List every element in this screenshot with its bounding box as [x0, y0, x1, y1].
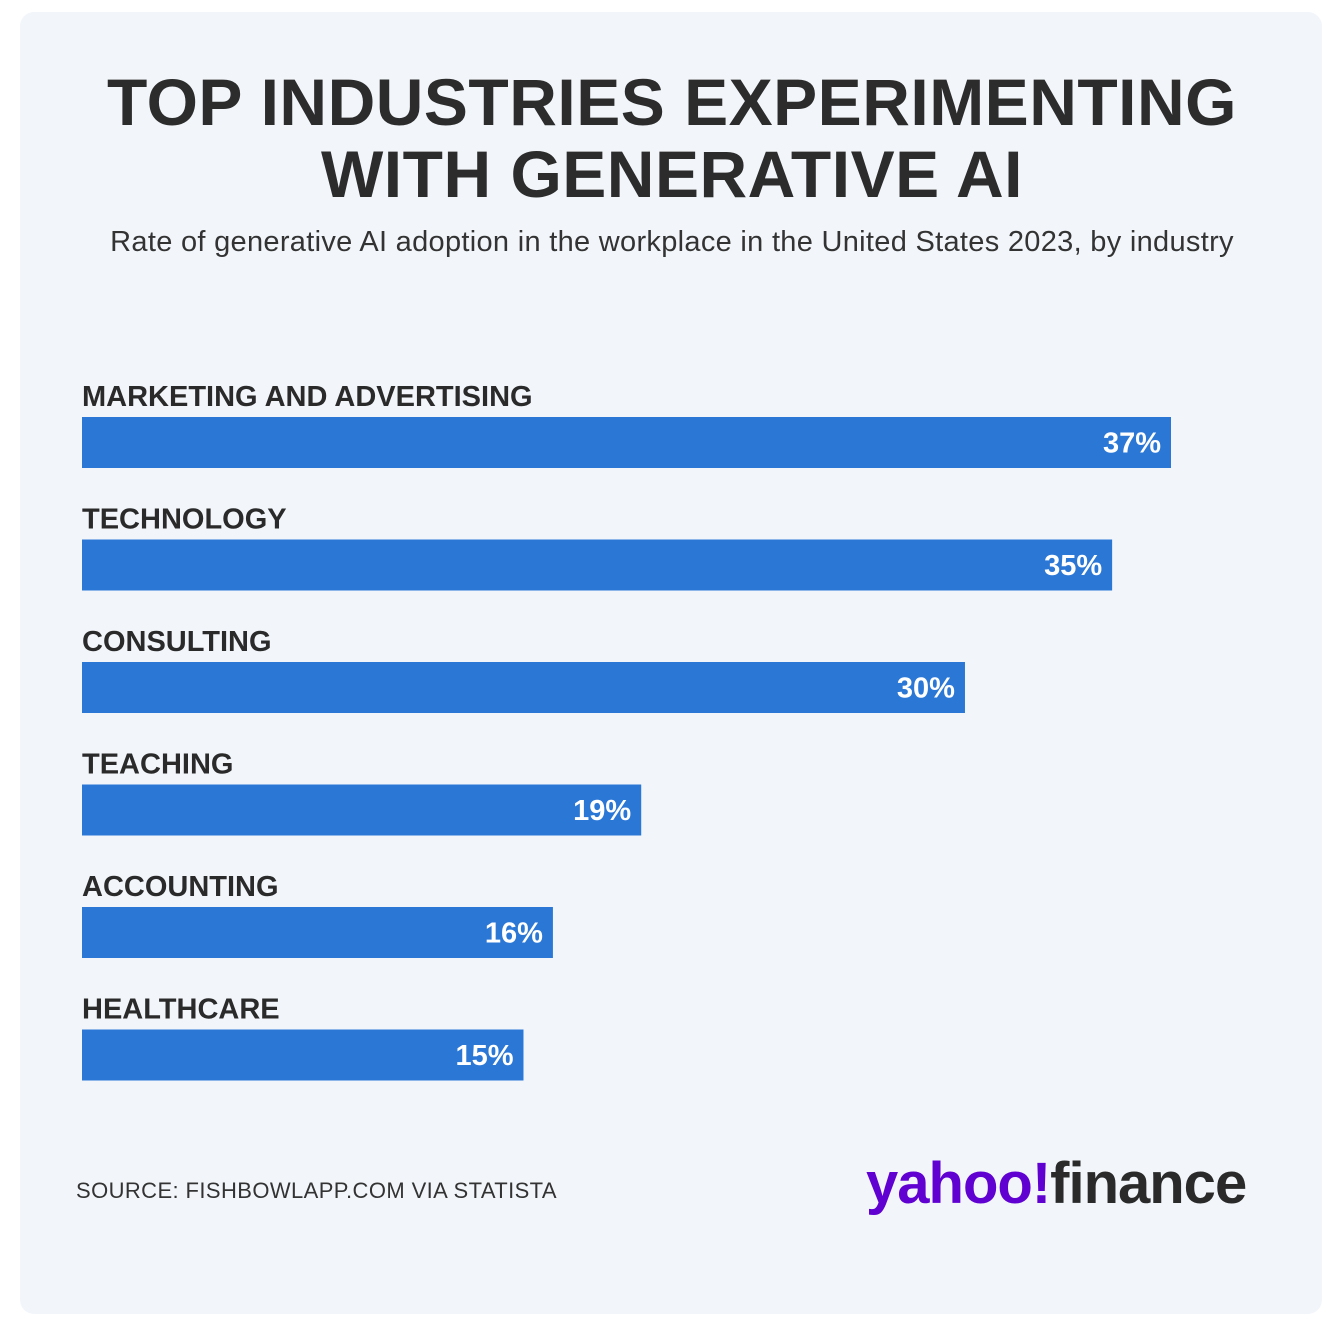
value-label: 35%: [1044, 550, 1102, 582]
category-label: CONSULTING: [82, 626, 272, 658]
bar: [82, 1029, 524, 1081]
bar: [82, 907, 553, 958]
source-note: SOURCE: FISHBOWLAPP.COM VIA STATISTA: [76, 1178, 557, 1203]
bar: [82, 784, 642, 836]
logo-mark: !: [1031, 1151, 1051, 1216]
bar: [82, 539, 1113, 591]
value-label: 16%: [485, 918, 543, 950]
logo-yahoo: yahoo: [866, 1151, 1033, 1216]
bar: [82, 417, 1171, 468]
category-label: MARKETING AND ADVERTISING: [82, 381, 533, 413]
value-label: 37%: [1103, 428, 1161, 460]
chart-title: TOP INDUSTRIES EXPERIMENTING WITH GENERA…: [0, 66, 1344, 210]
chart-subtitle: Rate of generative AI adoption in the wo…: [110, 226, 1234, 258]
value-label: 19%: [573, 795, 631, 827]
logo-finance: finance: [1050, 1151, 1247, 1216]
yahoo-finance-logo: yahoo!finance: [866, 1150, 1247, 1217]
value-label: 30%: [897, 673, 955, 705]
bar-chart: MARKETING AND ADVERTISING 37% TECHNOLOGY 35…: [82, 381, 1171, 1081]
title-line-2: WITH GENERATIVE AI: [321, 137, 1023, 211]
category-label: TEACHING: [82, 749, 233, 781]
category-label: HEALTHCARE: [82, 994, 280, 1026]
title-line-1: TOP INDUSTRIES EXPERIMENTING: [106, 65, 1238, 139]
category-label: ACCOUNTING: [82, 871, 279, 903]
value-label: 15%: [455, 1040, 513, 1072]
category-label: TECHNOLOGY: [82, 504, 287, 536]
bar: [82, 662, 965, 713]
